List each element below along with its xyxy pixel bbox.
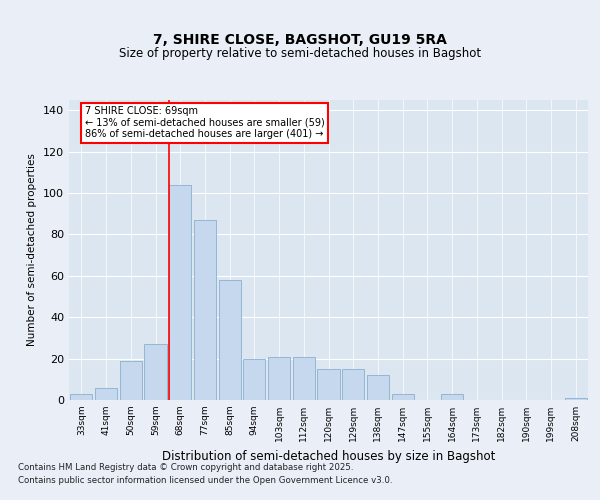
Text: Contains public sector information licensed under the Open Government Licence v3: Contains public sector information licen… bbox=[18, 476, 392, 485]
Bar bbox=[145, 344, 167, 400]
Text: 7 SHIRE CLOSE: 69sqm
← 13% of semi-detached houses are smaller (59)
86% of semi-: 7 SHIRE CLOSE: 69sqm ← 13% of semi-detac… bbox=[85, 106, 325, 139]
Bar bbox=[317, 369, 340, 400]
Bar bbox=[95, 388, 117, 400]
Bar bbox=[268, 356, 290, 400]
Bar bbox=[565, 398, 587, 400]
Text: Size of property relative to semi-detached houses in Bagshot: Size of property relative to semi-detach… bbox=[119, 48, 481, 60]
Bar bbox=[70, 394, 92, 400]
Text: 7, SHIRE CLOSE, BAGSHOT, GU19 5RA: 7, SHIRE CLOSE, BAGSHOT, GU19 5RA bbox=[153, 32, 447, 46]
Bar bbox=[194, 220, 216, 400]
Bar bbox=[342, 369, 364, 400]
Text: Contains HM Land Registry data © Crown copyright and database right 2025.: Contains HM Land Registry data © Crown c… bbox=[18, 462, 353, 471]
Bar bbox=[218, 280, 241, 400]
Y-axis label: Number of semi-detached properties: Number of semi-detached properties bbox=[28, 154, 37, 346]
Bar bbox=[169, 185, 191, 400]
Bar bbox=[367, 375, 389, 400]
Bar bbox=[441, 394, 463, 400]
Bar bbox=[119, 360, 142, 400]
Bar bbox=[392, 394, 414, 400]
X-axis label: Distribution of semi-detached houses by size in Bagshot: Distribution of semi-detached houses by … bbox=[162, 450, 495, 462]
Bar bbox=[293, 356, 315, 400]
Bar bbox=[243, 358, 265, 400]
